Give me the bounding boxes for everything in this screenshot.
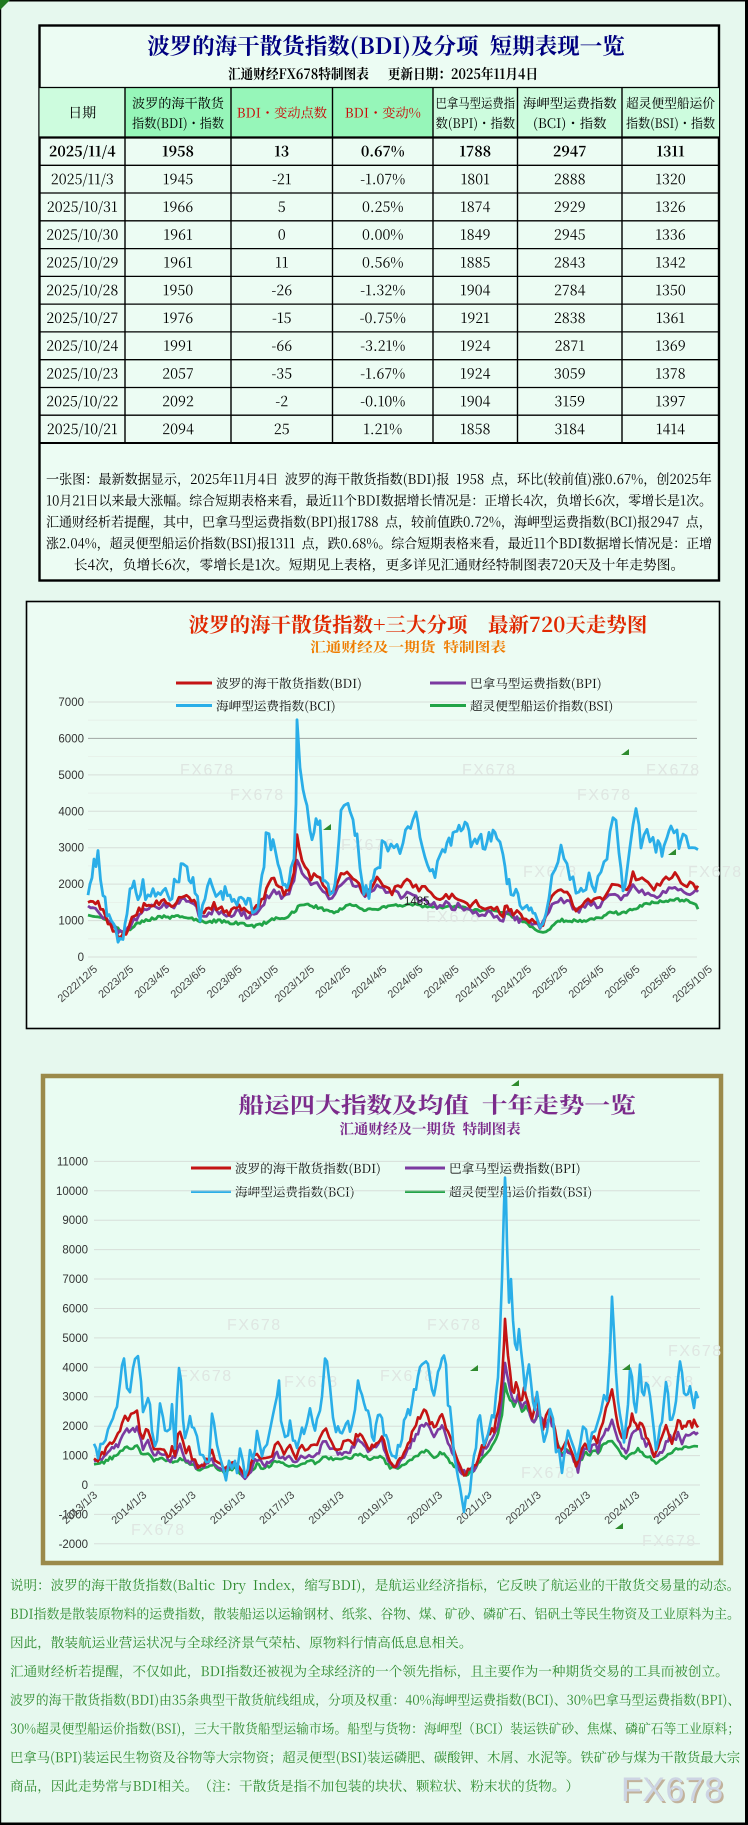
svg-text:FX678: FX678 [668,1343,723,1360]
svg-text:FX678: FX678 [462,762,517,779]
svg-text:FX678: FX678 [426,909,481,926]
svg-text:2000: 2000 [58,879,84,891]
svg-text:1000: 1000 [58,916,84,928]
svg-text:7000: 7000 [58,697,84,709]
svg-text:FX678: FX678 [523,864,578,881]
svg-text:1485: 1485 [404,896,430,908]
svg-text:-2000: -2000 [59,1539,88,1551]
svg-text:4000: 4000 [58,806,84,818]
svg-text:2000: 2000 [62,1421,88,1433]
svg-text:FX678: FX678 [227,1317,282,1334]
svg-text:0: 0 [82,1480,88,1492]
svg-text:5000: 5000 [62,1333,88,1345]
svg-text:3000: 3000 [58,843,84,855]
svg-text:FX678: FX678 [230,787,285,804]
svg-text:6000: 6000 [58,733,84,745]
svg-text:3000: 3000 [62,1392,88,1404]
svg-text:0: 0 [78,952,84,964]
svg-text:10000: 10000 [56,1186,88,1198]
svg-text:FX678: FX678 [623,1773,726,1811]
svg-text:9000: 9000 [62,1215,88,1227]
svg-text:5000: 5000 [58,770,84,782]
svg-text:FX678: FX678 [688,864,743,881]
svg-text:1000: 1000 [62,1451,88,1463]
svg-text:FX678: FX678 [427,1317,482,1334]
svg-text:7000: 7000 [62,1274,88,1286]
svg-text:FX678: FX678 [577,787,632,804]
svg-text:-1000: -1000 [59,1509,88,1521]
svg-text:FX678: FX678 [180,762,235,779]
svg-text:11000: 11000 [57,1156,88,1168]
svg-text:FX678: FX678 [178,1368,233,1385]
svg-text:FX678: FX678 [380,1368,435,1385]
svg-text:FX678: FX678 [642,1533,697,1550]
svg-text:FX678: FX678 [621,1771,724,1809]
svg-text:FX678: FX678 [646,762,701,779]
svg-text:FX678: FX678 [131,1522,186,1539]
svg-text:8000: 8000 [62,1245,88,1257]
svg-text:FX678: FX678 [521,1465,576,1482]
svg-text:6000: 6000 [62,1304,88,1316]
svg-text:4000: 4000 [62,1362,88,1374]
